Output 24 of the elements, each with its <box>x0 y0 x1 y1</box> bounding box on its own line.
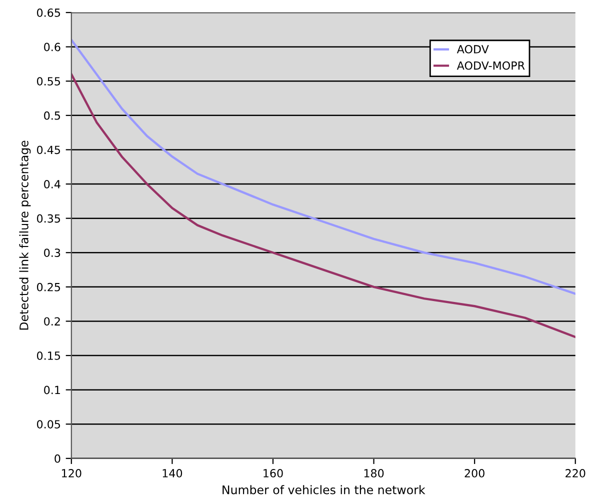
x-tick-label: 160 <box>264 469 283 478</box>
legend-label: AODV-MOPR <box>456 61 525 70</box>
y-tick-label: 0.4 <box>44 180 60 188</box>
x-tick-label: 200 <box>464 469 484 478</box>
x-axis-title: Number of vehicles in the network <box>222 485 426 494</box>
y-tick-label: 0.45 <box>36 146 60 154</box>
y-tick-label: 0.1 <box>44 386 60 394</box>
y-tick-label: 0 <box>54 454 60 463</box>
y-tick-label: 0.2 <box>44 317 60 326</box>
y-tick-label: 0.55 <box>36 77 60 86</box>
x-tick-label: 120 <box>62 469 82 478</box>
y-tick-label: 0.05 <box>36 420 60 428</box>
legend-label: AODV <box>456 45 489 54</box>
x-tick-label: 220 <box>566 469 586 478</box>
y-tick-label: 0.6 <box>44 42 60 52</box>
y-tick-label: 0.3 <box>44 248 60 257</box>
y-tick-label: 0.65 <box>36 8 60 17</box>
y-axis-title: Detected link failure percentage <box>19 140 31 330</box>
y-tick-label: 0.35 <box>36 214 60 223</box>
x-tick-label: 180 <box>364 469 384 478</box>
x-tick-label: 140 <box>162 469 182 478</box>
y-tick-label: 0.15 <box>36 351 60 360</box>
y-tick-label: 0.5 <box>44 111 60 120</box>
y-tick-label: 0.25 <box>36 282 60 292</box>
